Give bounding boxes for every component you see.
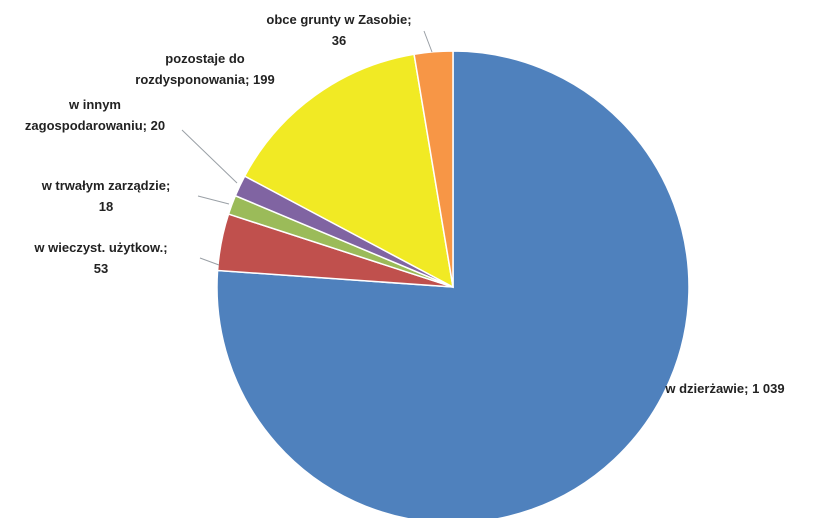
pie-slice-6 (413, 50, 454, 288)
leader-line-2 (199, 257, 220, 266)
pie-slice-5 (243, 53, 454, 289)
leader-lines (181, 30, 433, 266)
leader-line-4 (181, 129, 238, 184)
slice-label-1: w dzierżawie; 1 039 (664, 381, 784, 396)
slice-labels: w dzierżawie; 1 039 w wieczyst. użytkow.;… (25, 12, 785, 396)
leader-line-6 (423, 30, 433, 53)
slice-label-6: obce grunty w Zasobie; 36 (266, 12, 411, 48)
slice-label-3: w trwałym zarządzie; 18 (41, 178, 171, 214)
pie-slices (216, 50, 690, 518)
slice-label-4: w innym zagospodarowaniu; 20 (25, 97, 165, 133)
leader-line-3 (197, 195, 230, 205)
slice-label-5: pozostaje do rozdysponowania; 199 (135, 51, 274, 87)
slice-label-2: w wieczyst. użytkow.; 53 (33, 240, 167, 276)
